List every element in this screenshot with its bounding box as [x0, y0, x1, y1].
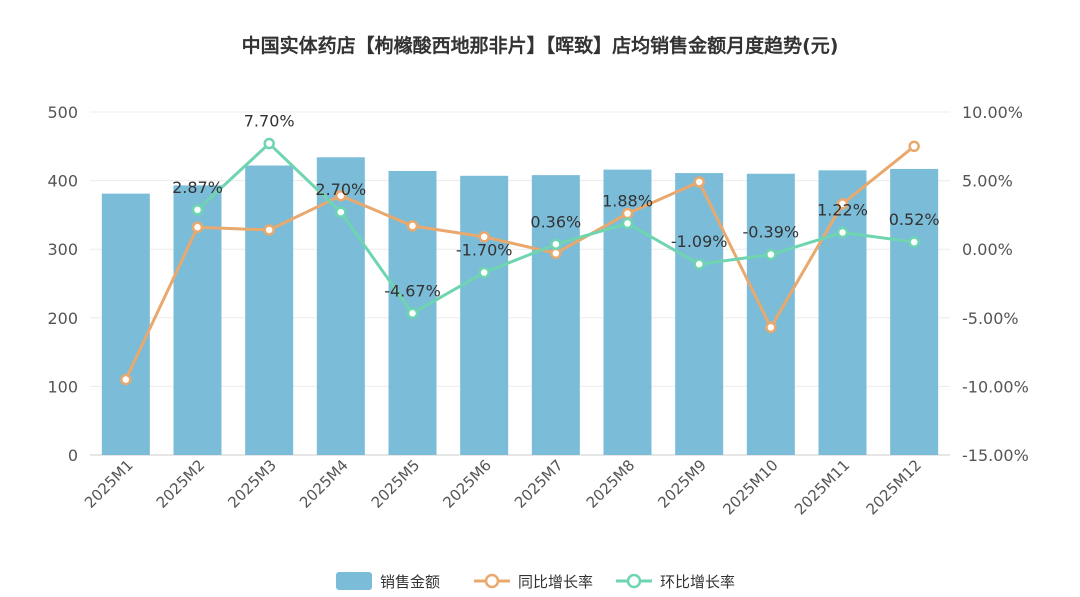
bar — [531, 175, 580, 455]
yoy-point — [478, 231, 490, 243]
x-tick-label: 2025M1 — [81, 456, 137, 512]
mom-data-label: -4.67% — [384, 281, 441, 300]
x-tick-label: 2025M3 — [224, 456, 280, 512]
mom-point — [406, 307, 419, 320]
mom-data-label: -0.39% — [743, 223, 800, 242]
mom-point — [765, 248, 777, 261]
mom-data-label: 2.70% — [315, 180, 366, 199]
yoy-point — [550, 247, 562, 260]
yoy-line — [124, 145, 916, 381]
right-axis: -15.00% -10.00% -5.00% 0.00% 5.00% 10.00% — [962, 103, 1029, 465]
legend-swatch-marker — [484, 573, 500, 589]
legend-swatch-marker — [626, 573, 642, 589]
yoy-point — [908, 140, 920, 153]
mom-point — [335, 206, 347, 218]
mom-data-label: 2.87% — [172, 178, 223, 197]
yoy-point — [120, 373, 132, 386]
mom-data-label: 1.22% — [817, 200, 868, 219]
bar — [890, 168, 939, 456]
x-tick-label: 2025M12 — [863, 456, 925, 518]
mom-point — [836, 226, 849, 239]
mom-data-label: 7.70% — [244, 112, 295, 131]
left-tick-label: 0 — [68, 446, 78, 465]
legend-swatch-bar — [336, 572, 372, 590]
right-tick-label: -5.00% — [962, 309, 1019, 328]
bar — [245, 165, 294, 455]
legend-label: 环比增长率 — [660, 573, 735, 591]
yoy-point — [335, 189, 347, 202]
x-tick-label: 2025M11 — [791, 456, 853, 518]
mom-point — [478, 266, 490, 279]
line-series — [120, 137, 920, 386]
mom-data-label: -1.70% — [456, 241, 513, 260]
x-tick-label: 2025M6 — [439, 456, 495, 512]
mom-data-label: 0.36% — [530, 212, 581, 231]
chart-title: 中国实体药店【枸橼酸西地那非片】【晖致】店均销售金额月度趋势(元) — [242, 34, 839, 57]
mom-point — [263, 137, 275, 150]
mom-data-label: -1.09% — [671, 232, 728, 251]
left-tick-label: 300 — [47, 240, 78, 259]
right-tick-label: -15.00% — [962, 446, 1029, 465]
yoy-point — [263, 224, 275, 236]
x-tick-label: 2025M4 — [296, 456, 352, 512]
yoy-point — [693, 176, 705, 188]
mom-point — [191, 204, 204, 216]
right-tick-label: -10.00% — [962, 377, 1029, 396]
mom-data-label: 0.52% — [889, 210, 940, 229]
mom-data-label: 1.88% — [602, 191, 653, 210]
right-tick-label: 10.00% — [962, 103, 1023, 122]
left-tick-label: 100 — [47, 377, 78, 396]
x-tick-label: 2025M10 — [719, 456, 781, 518]
left-axis: 0 100 200 300 400 500 — [47, 103, 78, 465]
bar — [675, 173, 724, 455]
bar — [101, 193, 150, 455]
mom-point — [550, 238, 562, 251]
left-tick-label: 400 — [47, 172, 78, 191]
bar — [746, 173, 795, 456]
left-tick-label: 500 — [47, 103, 78, 122]
x-axis: 2025M1 2025M2 2025M3 2025M4 2025M5 2025M6 2025… — [81, 456, 925, 518]
x-tick-label: 2025M7 — [511, 456, 567, 512]
yoy-point — [836, 198, 849, 210]
data-labels: 2.87% 7.70% 2.70% -4.67% -1.70% 0.36% 1.88% -1.… — [172, 112, 939, 301]
yoy-point — [191, 221, 204, 233]
legend-label: 同比增长率 — [518, 573, 593, 591]
x-tick-label: 2025M8 — [583, 456, 639, 512]
mom-point — [908, 236, 920, 248]
bar — [460, 175, 509, 455]
x-tick-label: 2025M5 — [368, 456, 424, 512]
mom-point — [693, 258, 705, 270]
bar-series — [101, 157, 939, 456]
yoy-point — [406, 220, 419, 232]
x-tick-label: 2025M9 — [654, 456, 710, 512]
right-tick-label: 0.00% — [962, 240, 1013, 259]
right-tick-label: 5.00% — [962, 172, 1013, 191]
x-tick-label: 2025M2 — [153, 456, 209, 512]
left-tick-label: 200 — [47, 309, 78, 328]
legend-label: 销售金额 — [380, 573, 440, 591]
bar — [818, 170, 867, 455]
mom-point — [621, 217, 634, 230]
yoy-point — [765, 321, 777, 334]
legend: 销售金额 同比增长率 环比增长率 — [336, 572, 735, 591]
gridlines — [90, 111, 950, 456]
